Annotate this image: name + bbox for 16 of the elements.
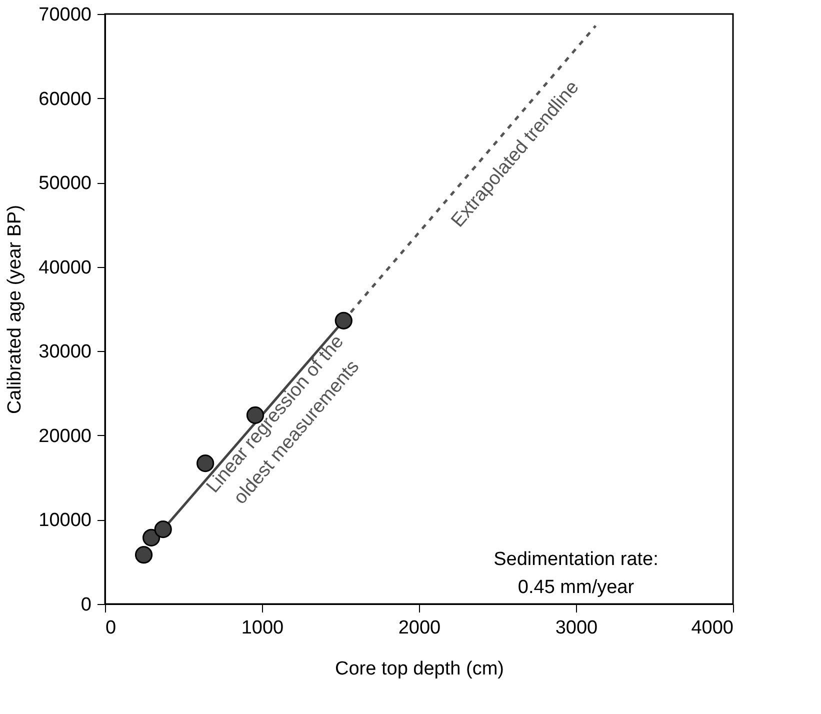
y-tick-label: 20000 [38,426,92,447]
x-tick-label: 4000 [691,618,734,638]
x-tick-label: 3000 [555,618,598,638]
x-tick-label: 2000 [398,618,441,638]
y-axis-title: Calibrated age (year BP) [4,204,26,414]
y-tick-label: 10000 [38,510,92,532]
y-tick-label: 40000 [38,257,92,278]
y-tick-label: 60000 [38,88,92,110]
y-tick-label: 50000 [38,173,92,194]
annotation: Sedimentation rate: 0.45 mm/year [494,549,658,598]
x-tick-label: 1000 [241,618,284,638]
y-tick-label: 30000 [38,342,92,363]
y-tick-label: 70000 [38,4,92,26]
y-tick-label: 0 [80,594,92,616]
x-tick-label: 0 [106,618,116,638]
x-axis-title: Core top depth (cm) [335,658,504,680]
